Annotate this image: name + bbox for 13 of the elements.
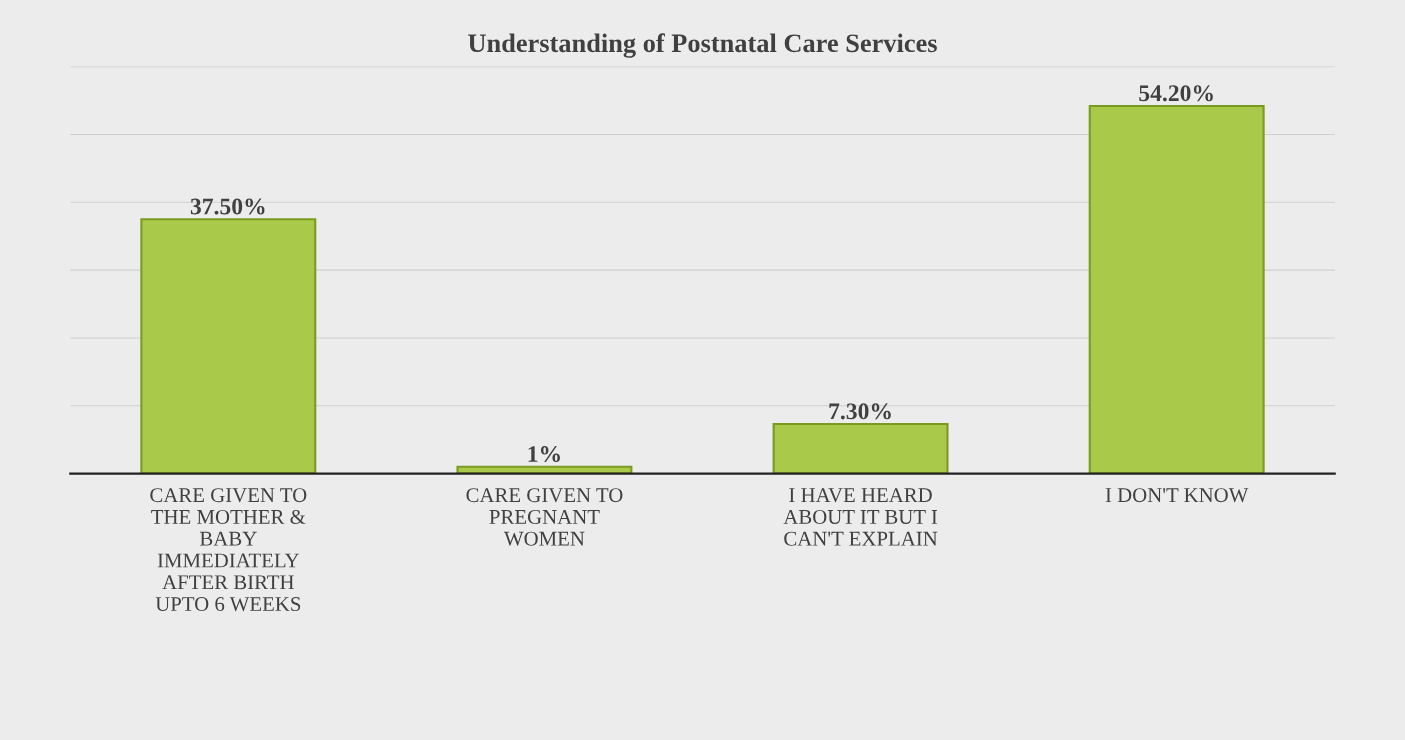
data-label: 54.20%	[1139, 85, 1213, 102]
bar	[1088, 104, 1265, 474]
x-tick-label: CARE GIVEN TO PREGNANT WOMEN	[466, 488, 623, 546]
bar	[456, 465, 633, 474]
chart-title: Understanding of Postnatal Care Services	[468, 33, 937, 58]
bar	[772, 423, 949, 474]
x-tick-label: CARE GIVEN TO THE MOTHER & BABY IMMEDIATELY AFTER BIRTH UPTO 6 WEEKS	[150, 488, 307, 612]
data-label: 7.30%	[829, 403, 891, 420]
data-label: 1%	[528, 446, 560, 463]
x-tick-label: I HAVE HEARD ABOUT IT BUT I CAN'T EXPLAIN	[783, 488, 938, 546]
data-label: 37.50%	[190, 198, 265, 215]
bar	[140, 218, 317, 474]
x-tick-label: I DON'T KNOW	[1105, 488, 1249, 503]
